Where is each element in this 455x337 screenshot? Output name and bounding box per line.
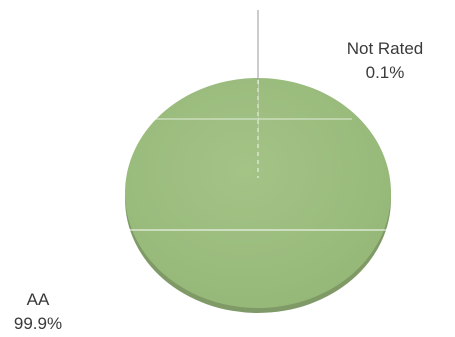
pie-slice-aa	[125, 78, 392, 309]
slice-value-aa: 99.9%	[13, 314, 63, 333]
slice-label-not-rated: Not Rated 0.1%	[330, 37, 440, 85]
slice-value-not-rated: 0.1%	[365, 63, 405, 82]
slice-name-aa: AA	[26, 290, 50, 309]
slice-name-not-rated: Not Rated	[346, 39, 424, 58]
slice-label-aa: AA 99.9%	[0, 288, 76, 336]
